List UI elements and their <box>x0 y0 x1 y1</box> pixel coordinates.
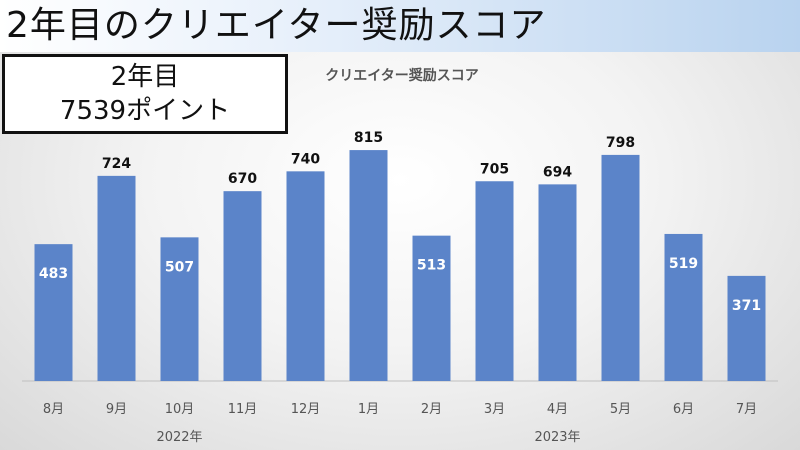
bar-7 <box>412 235 451 381</box>
bar-2 <box>97 175 136 381</box>
page-title: 2年目のクリエイター奨励スコア <box>6 5 547 46</box>
bar-10 <box>601 154 640 381</box>
data-label-11: 519 <box>669 256 698 272</box>
x-tick-label-7: 2月 <box>421 402 442 417</box>
data-label-8: 705 <box>480 161 509 177</box>
bar-5 <box>286 171 325 381</box>
x-tick-label-5: 12月 <box>291 402 321 417</box>
bar-12 <box>727 275 766 381</box>
x-tick-label-1: 8月 <box>43 402 64 417</box>
bar-1 <box>34 244 73 381</box>
x-tick-label-2: 9月 <box>106 402 127 417</box>
year-group-label-1: 2022年 <box>156 430 202 445</box>
bar-3 <box>160 237 199 381</box>
data-label-10: 798 <box>606 135 635 151</box>
chart-title: クリエイター奨励スコア <box>325 67 478 84</box>
summary-box: 2年目 7539ポイント <box>2 54 288 134</box>
bar-8 <box>475 181 514 381</box>
data-label-9: 694 <box>543 164 572 180</box>
data-label-2: 724 <box>102 156 131 172</box>
bar-9 <box>538 184 577 381</box>
x-tick-label-11: 6月 <box>673 402 694 417</box>
x-tick-label-4: 11月 <box>228 402 258 417</box>
data-label-12: 371 <box>732 298 761 314</box>
data-label-7: 513 <box>417 258 446 274</box>
bar-6 <box>349 150 388 381</box>
x-tick-label-12: 7月 <box>736 402 757 417</box>
data-label-6: 815 <box>354 130 383 146</box>
data-label-1: 483 <box>39 266 68 282</box>
data-label-4: 670 <box>228 171 257 187</box>
year-group-label-2: 2023年 <box>534 430 580 445</box>
data-label-5: 740 <box>291 151 320 167</box>
summary-year-label: 2年目 <box>110 62 180 92</box>
x-tick-label-8: 3月 <box>484 402 505 417</box>
title-band <box>0 0 800 52</box>
bar-11 <box>664 233 703 381</box>
bar-4 <box>223 191 262 381</box>
data-label-3: 507 <box>165 259 194 275</box>
x-tick-label-6: 1月 <box>358 402 379 417</box>
x-tick-label-10: 5月 <box>610 402 631 417</box>
x-tick-label-3: 10月 <box>165 402 195 417</box>
summary-points-label: 7539ポイント <box>59 96 231 126</box>
x-tick-label-9: 4月 <box>547 402 568 417</box>
